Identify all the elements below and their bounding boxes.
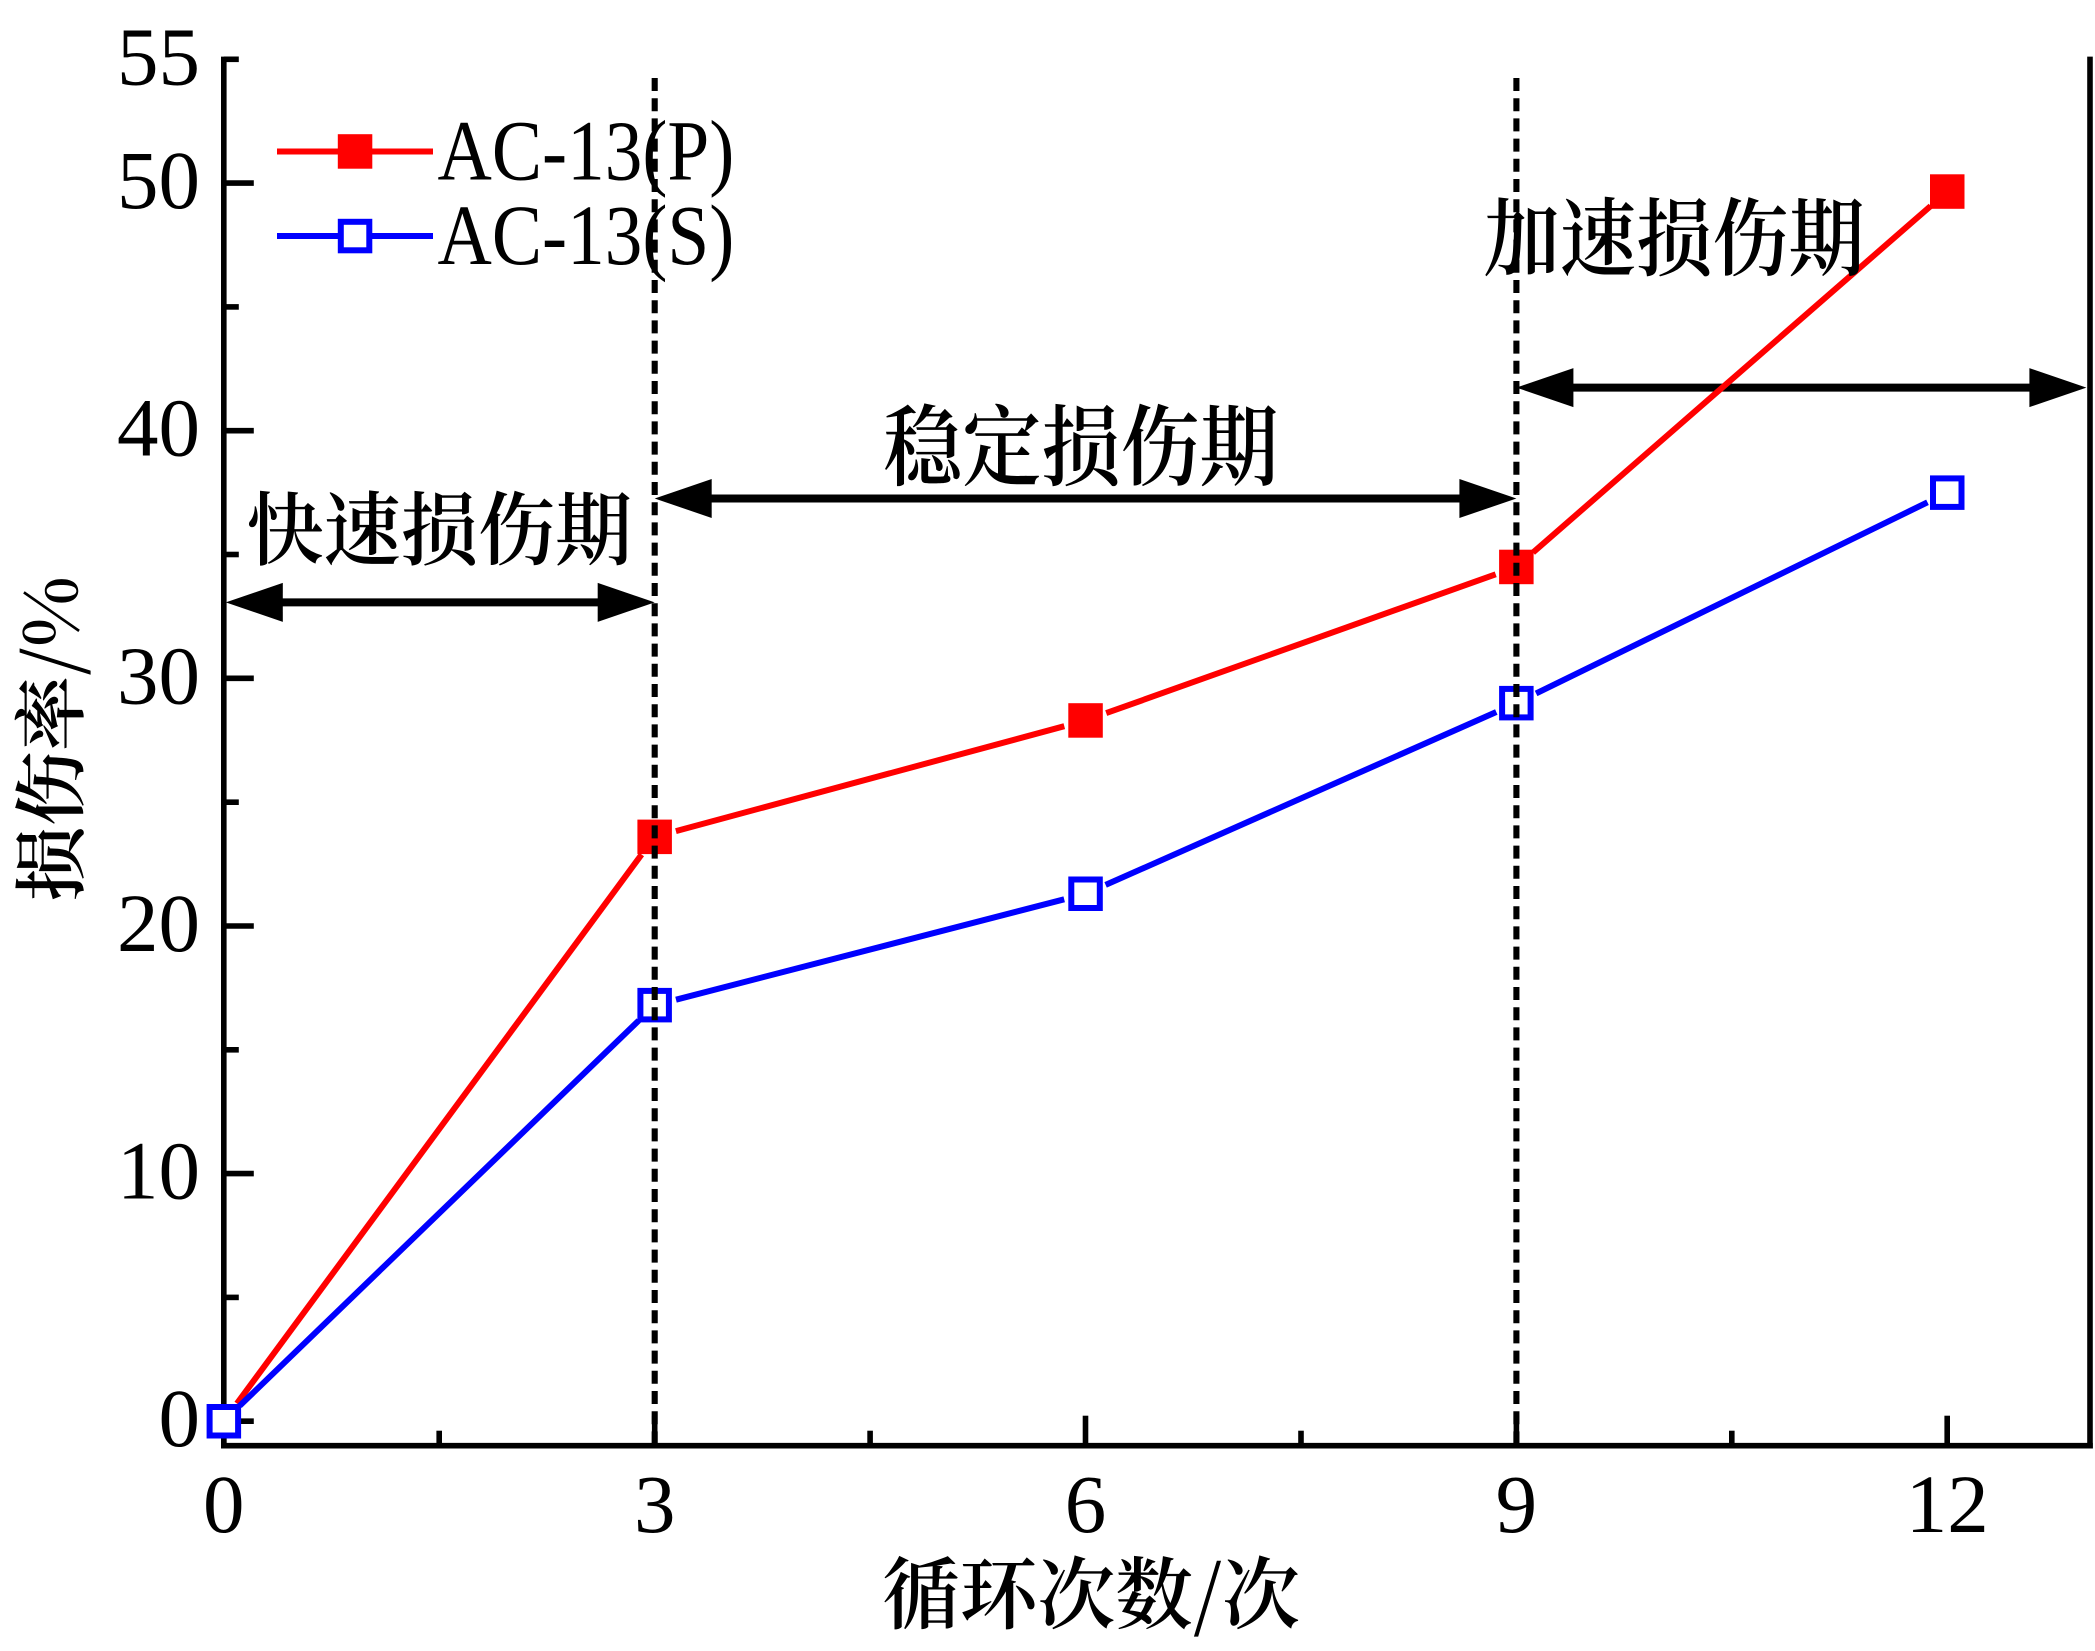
svg-text:3: 3 — [634, 1458, 676, 1550]
svg-text:AC-13(S): AC-13(S) — [438, 188, 735, 283]
svg-text:12: 12 — [1906, 1458, 1989, 1550]
svg-text:20: 20 — [117, 877, 200, 969]
svg-text:AC-13(P): AC-13(P) — [438, 104, 735, 199]
svg-text:10: 10 — [117, 1125, 200, 1217]
svg-text:0: 0 — [159, 1372, 201, 1464]
svg-text:6: 6 — [1065, 1458, 1107, 1550]
svg-text:50: 50 — [117, 134, 200, 226]
svg-text:0: 0 — [203, 1458, 245, 1550]
svg-text:40: 40 — [117, 382, 200, 474]
svg-text:30: 30 — [117, 629, 200, 721]
svg-text:9: 9 — [1496, 1458, 1538, 1550]
svg-text:55: 55 — [117, 10, 200, 102]
